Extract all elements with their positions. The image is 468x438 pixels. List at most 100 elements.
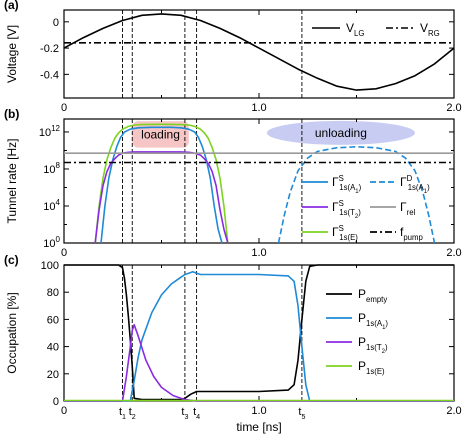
y-tick-label: 60 — [47, 314, 59, 326]
legend-label: ΓD 1s(A1) — [400, 174, 430, 195]
y-tick-label-base: 10 — [43, 238, 55, 250]
time-marker-label: t5 — [298, 406, 305, 421]
y-tick-label-exp: 8 — [56, 161, 61, 170]
legend-label-sub: empty — [366, 295, 387, 304]
x-tick-label: 1.0 — [251, 247, 266, 259]
y-tick-label-exp: 0 — [56, 235, 61, 244]
y-tick-label: 0 — [53, 17, 59, 29]
y-tick-label: 100 — [41, 260, 59, 272]
series-line-p-1s-t2- — [64, 323, 454, 402]
legend-label-close: ) — [358, 208, 361, 217]
y-tick-label-exp: 4 — [56, 198, 61, 207]
time-marker-label-sub: 2 — [132, 413, 136, 421]
x-tick-label: 0 — [61, 102, 67, 114]
legend-label-sub: rel — [407, 208, 416, 217]
y-tick-label: 40 — [47, 342, 59, 354]
time-marker-label-main: t — [181, 406, 184, 418]
y-tick-label: -0.4 — [40, 69, 59, 81]
legend-label-sup: S — [339, 224, 344, 233]
panel-label: (c) — [4, 253, 19, 267]
x-tick-label: 2.0 — [446, 405, 461, 417]
time-marker-label: t3 — [181, 406, 188, 421]
legend-label-main: Γ — [332, 225, 339, 239]
time-marker-label-sub: 1 — [122, 413, 126, 421]
legend-label-sup: S — [339, 174, 344, 183]
time-marker-label-sub: 4 — [196, 413, 200, 421]
y-tick-label: -0.2 — [40, 43, 59, 55]
unloading-label: unloading — [315, 126, 367, 140]
y-tick-label: 1012 — [39, 124, 61, 139]
time-marker-label-main: t — [129, 406, 132, 418]
legend-label-sub: 1s(T — [366, 343, 382, 352]
legend-label-main: V — [346, 21, 354, 35]
y-tick-label: 100 — [43, 235, 60, 250]
x-tick-label: 2.0 — [446, 102, 461, 114]
x-tick-label: 1.0 — [251, 405, 266, 417]
legend-label-sub: 1s(A — [366, 319, 383, 328]
panel-label: (b) — [4, 107, 19, 121]
legend-label-sub: 1s(T — [339, 208, 355, 217]
series-line--s-1s-e- — [94, 123, 229, 244]
legend-label-sub: 1s(A — [408, 183, 425, 192]
legend-label-subsub: 2 — [355, 214, 359, 220]
time-marker-label: t1 — [119, 406, 126, 421]
x-tick-label: 1.0 — [251, 102, 266, 114]
legend-label-sub: 1s(A — [339, 183, 356, 192]
y-tick-label-base: 10 — [39, 127, 51, 139]
y-axis-title: Occupation [%] — [5, 292, 19, 373]
unloading-region — [266, 120, 415, 145]
legend-label: VLG — [346, 21, 364, 38]
legend-label-close: ) — [385, 343, 388, 352]
time-marker-label-main: t — [193, 406, 196, 418]
legend-label-close: ) — [427, 183, 430, 192]
y-tick-label: 0 — [53, 396, 59, 408]
series-line-p-empty — [64, 264, 454, 401]
y-tick-label-base: 10 — [43, 164, 55, 176]
legend-label-subsub: 2 — [382, 349, 386, 355]
legend-label-sub: RG — [428, 29, 440, 38]
legend-label-close: ) — [359, 183, 362, 192]
time-marker-label-main: t — [298, 406, 301, 418]
y-axis-title: Voltage [V] — [5, 25, 19, 83]
time-marker-label-sub: 3 — [184, 413, 188, 421]
y-tick-label: 80 — [47, 287, 59, 299]
legend-label-sup: S — [339, 199, 344, 208]
time-marker-label-sub: 5 — [301, 413, 305, 421]
x-tick-label: 0 — [61, 247, 67, 259]
time-marker-label: t4 — [193, 406, 200, 421]
legend-label: ΓS 1s(T2) — [332, 199, 361, 220]
y-tick-label: 108 — [43, 161, 60, 176]
legend-label-main: P — [358, 335, 366, 349]
y-tick-label-exp: 12 — [51, 124, 60, 133]
panel-c: 0 20 40 60 80 100 0 1.0 2.0 (c) Occupation [%] Pemp… — [4, 253, 462, 434]
legend-label: VRG — [420, 21, 440, 38]
legend-label: P1s(E) — [358, 359, 385, 376]
legend-label: P1s(T2) — [358, 335, 388, 355]
x-tick-label: 0 — [61, 405, 67, 417]
panel-label: (a) — [4, 0, 19, 12]
series-line-v-lg — [63, 13, 455, 91]
legend-label-sub: pump — [403, 233, 423, 242]
legend-label-sub: 1s(E) — [366, 367, 385, 376]
legend-label: Γrel — [400, 200, 416, 217]
y-tick-label-base: 10 — [43, 201, 55, 213]
y-tick-label: 20 — [47, 369, 59, 381]
legend-label: ΓS 1s(E) — [332, 224, 358, 242]
legend-label-sub: LG — [354, 29, 364, 38]
legend-label-main: f — [400, 225, 404, 239]
x-axis-title: time [ns] — [236, 420, 281, 434]
legend: VLG VRG — [312, 21, 440, 38]
legend-label-subsub: 1 — [424, 189, 428, 195]
legend-label-main: Γ — [332, 175, 339, 189]
legend-label: ΓS 1s(A1) — [332, 174, 362, 195]
legend-label: fpump — [400, 225, 424, 242]
loading-label: loading — [141, 127, 180, 141]
legend-label-main: V — [420, 21, 428, 35]
legend-label-main: Γ — [400, 200, 407, 214]
time-marker-label: t2 — [129, 406, 136, 421]
legend-label-sub: 1s(E) — [339, 233, 358, 242]
